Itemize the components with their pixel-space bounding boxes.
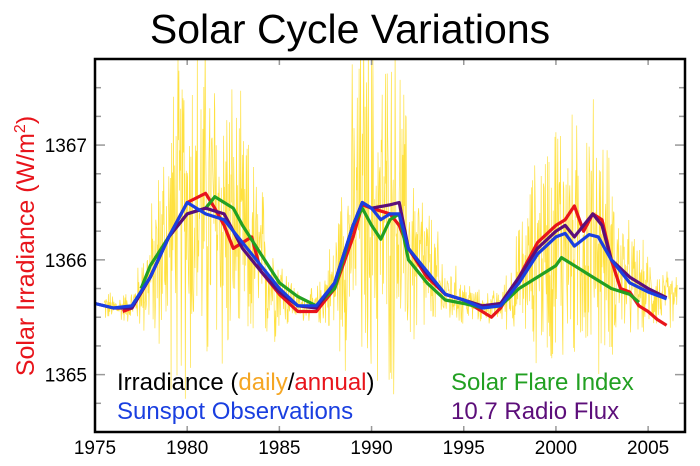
x-tick-label: 1985 <box>258 438 300 459</box>
y-tick-label: 1366 <box>45 251 87 272</box>
x-tick-label: 1980 <box>166 438 208 459</box>
x-tick-label: 2005 <box>627 438 669 459</box>
series-lines <box>94 191 668 327</box>
legend-flare: Solar Flare Index <box>451 369 634 396</box>
x-tick-label: 1975 <box>74 438 116 459</box>
daily-series-line <box>103 59 678 399</box>
plot-frame <box>93 57 687 434</box>
legend-radio: 10.7 Radio Flux <box>451 398 619 425</box>
daily-irradiance-layer <box>103 59 678 399</box>
series-line-sunspot-observations <box>94 200 668 310</box>
series-line-10-7-radio-flux <box>94 200 668 310</box>
chart-title: Solar Cycle Variations <box>149 6 551 52</box>
legend-irradiance: Irradiance (daily/annual) <box>117 369 375 396</box>
x-tick-label: 2000 <box>535 438 577 459</box>
series-line-solar-flare-index <box>139 195 640 310</box>
x-tick-label: 1990 <box>350 438 392 459</box>
legend-sunspot: Sunspot Observations <box>117 398 353 425</box>
y-tick-label: 1367 <box>45 136 87 157</box>
y-tick-label: 1365 <box>45 366 87 387</box>
y-axis-label: Solar Irradiance (W/m2) <box>12 116 40 376</box>
x-tick-label: 1995 <box>443 438 485 459</box>
